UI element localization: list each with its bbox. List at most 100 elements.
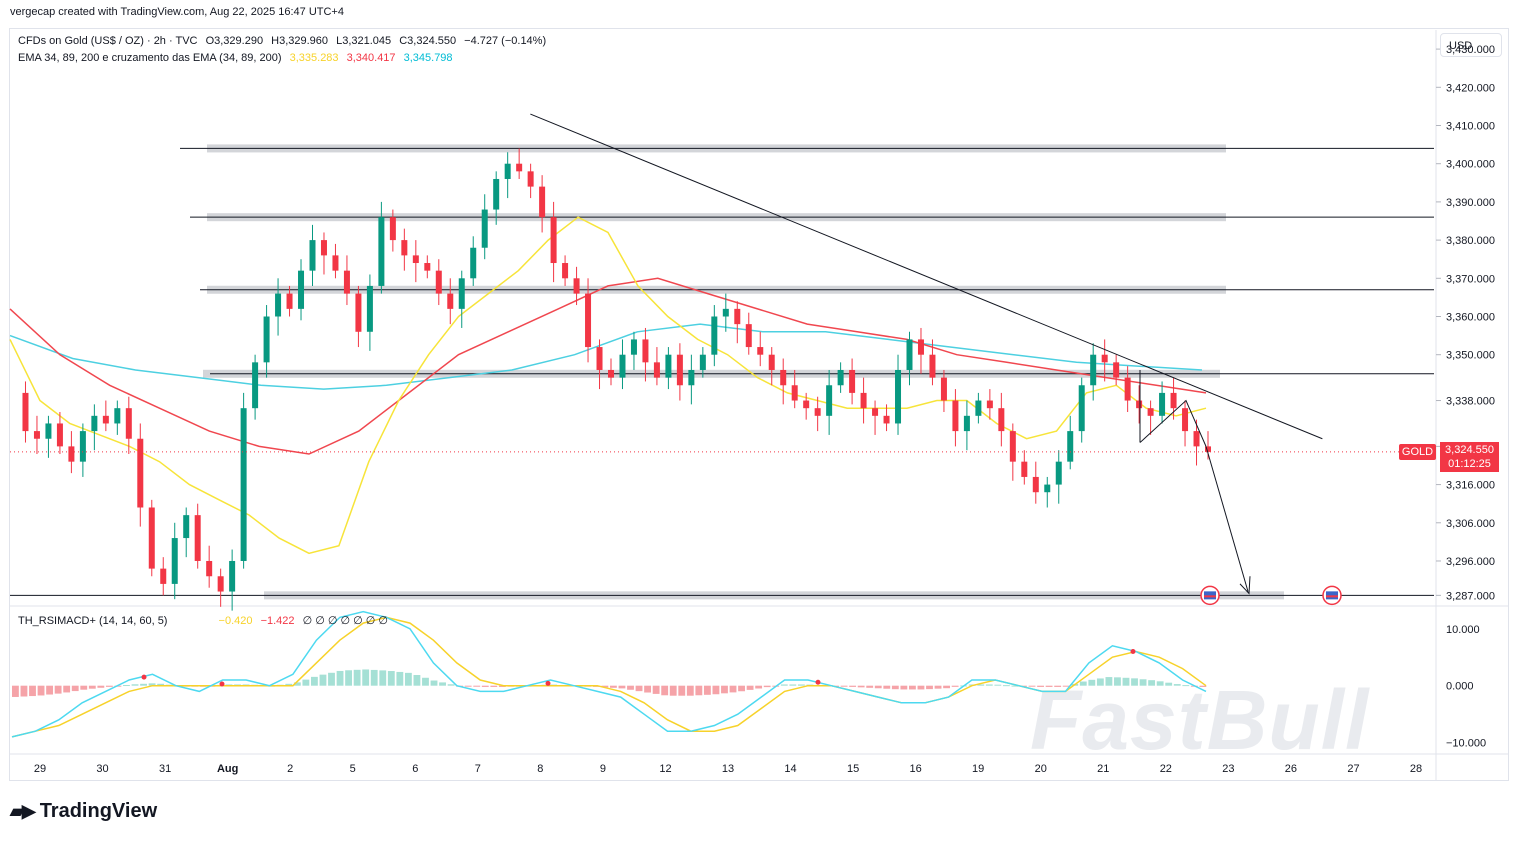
candle-body	[745, 324, 752, 348]
candle-body	[148, 507, 155, 569]
oscillator-histogram-bar	[635, 685, 643, 692]
oscillator-histogram-bar	[627, 685, 634, 690]
oscillator-histogram-bar	[464, 685, 472, 687]
candle-body	[711, 316, 718, 355]
oscillator-histogram-bar	[926, 685, 933, 690]
oscillator-histogram-bar	[140, 683, 147, 686]
oscillator-histogram-bar	[481, 685, 489, 687]
candle-body	[504, 163, 511, 179]
candle-body	[1182, 408, 1189, 432]
oscillator-histogram-bar	[1045, 685, 1053, 687]
oscillator-zeros: ∅ ∅ ∅ ∅ ∅ ∅ ∅	[302, 615, 388, 627]
x-tick-label: 27	[1347, 763, 1359, 775]
candle-body	[986, 400, 993, 409]
last-price-value: 3,324.550	[1445, 444, 1494, 456]
oscillator-histogram-bar	[1079, 681, 1087, 686]
candle-body	[412, 255, 419, 264]
x-tick-label: 28	[1410, 763, 1422, 775]
oscillator-legend: TH_RSIMACD+ (14, 14, 60, 5) −0.420 −1.42…	[18, 614, 393, 627]
currency-selector[interactable]: USD	[1440, 33, 1502, 57]
oscillator-label[interactable]: TH_RSIMACD+ (14, 14, 60, 5)	[18, 615, 168, 627]
oscillator-histogram-bar	[780, 684, 788, 686]
oscillator-histogram-bar	[336, 670, 344, 686]
oscillator-histogram-bar	[840, 685, 848, 687]
oscillator-histogram-bar	[1148, 680, 1156, 686]
candle-body	[114, 408, 121, 424]
oscillator-histogram-bar	[20, 685, 28, 697]
oscillator-histogram-bar	[1131, 678, 1138, 686]
candle-body	[1205, 446, 1211, 452]
ohlc-low: L3,321.045	[336, 35, 392, 47]
oscillator-histogram-bar	[669, 685, 677, 696]
candle-body	[217, 576, 224, 592]
x-tick-label: 31	[159, 763, 171, 775]
oscillator-histogram-bar	[1156, 681, 1164, 686]
oscillator-histogram-bar	[866, 685, 874, 688]
ema89-line	[9, 277, 1207, 455]
tradingview-brand[interactable]: ▰▶ TradingView	[10, 800, 157, 823]
oscillator-histogram-bar	[157, 683, 165, 686]
oscillator-histogram-bar	[1165, 682, 1173, 686]
candle-body	[309, 240, 316, 271]
candle-body	[366, 285, 373, 332]
candle-body	[1055, 461, 1062, 485]
candle-body	[125, 408, 132, 439]
candle-body	[975, 400, 982, 416]
candle-body	[401, 240, 408, 256]
candle-body	[699, 354, 706, 370]
candle-body	[722, 308, 729, 317]
oscillator-histogram-bar	[387, 671, 395, 686]
candle-body	[585, 293, 592, 348]
candle-body	[435, 270, 442, 294]
oscillator-histogram-bar	[293, 682, 301, 686]
candle-body	[516, 163, 523, 172]
candle-body	[171, 538, 178, 584]
candle-body	[263, 316, 270, 363]
descending-trendline	[530, 113, 1323, 440]
oscillator-histogram-bar	[721, 685, 728, 694]
x-tick-label: 29	[34, 763, 46, 775]
oscillator-histogram-bar	[311, 676, 318, 686]
candle-body	[619, 354, 626, 378]
candle-body	[332, 255, 339, 271]
candle-body	[102, 415, 109, 424]
projection-arrowhead	[1239, 576, 1251, 595]
candle-body	[458, 278, 465, 309]
tradingview-logo-icon: ▰▶	[10, 801, 36, 821]
oscillator-value-1: −0.420	[218, 615, 253, 627]
oscillator-histogram-bar	[977, 684, 985, 686]
oscillator-histogram-bar	[1114, 677, 1121, 686]
oscillator-histogram-bar	[1002, 685, 1010, 687]
candle-body	[562, 263, 569, 279]
candle-body	[1147, 408, 1154, 416]
oscillator-histogram-bar	[285, 683, 293, 686]
oscillator-histogram-bar	[857, 685, 865, 688]
ema-label[interactable]: EMA 34, 89, 200 e cruzamento das EMA (34…	[18, 52, 282, 64]
last-price-tag: 3,324.550 01:12:25	[1440, 442, 1499, 472]
symbol-tag: GOLD	[1399, 444, 1436, 460]
oscillator-histogram-bar	[439, 682, 446, 686]
oscillator-histogram-bar	[105, 685, 113, 687]
y-tick-label: 3,316.000	[1446, 480, 1495, 492]
oscillator-histogram-bar	[123, 685, 130, 687]
candle-body	[160, 568, 167, 584]
oscillator-histogram-bar	[490, 685, 498, 687]
oscillator-value-2: −1.422	[260, 615, 295, 627]
candle-body	[470, 247, 477, 279]
oscillator-histogram-bar	[695, 685, 703, 696]
chart-frame[interactable]	[9, 28, 1509, 781]
candle-body	[355, 293, 362, 332]
osc-tick-label: −10.000	[1446, 738, 1486, 750]
x-tick-label: 20	[1035, 763, 1047, 775]
candle-body	[630, 339, 637, 355]
candle-body	[240, 408, 247, 561]
candle-body	[883, 415, 890, 424]
candle-body	[906, 339, 913, 370]
candle-body	[320, 240, 327, 256]
oscillator-histogram-bar	[422, 677, 429, 686]
symbol-line[interactable]: CFDs on Gold (US$ / OZ) · 2h · TVC	[18, 35, 198, 47]
oscillator-histogram-bar	[63, 685, 71, 693]
oscillator-histogram-bar	[1182, 685, 1190, 687]
candle-body	[814, 408, 821, 416]
